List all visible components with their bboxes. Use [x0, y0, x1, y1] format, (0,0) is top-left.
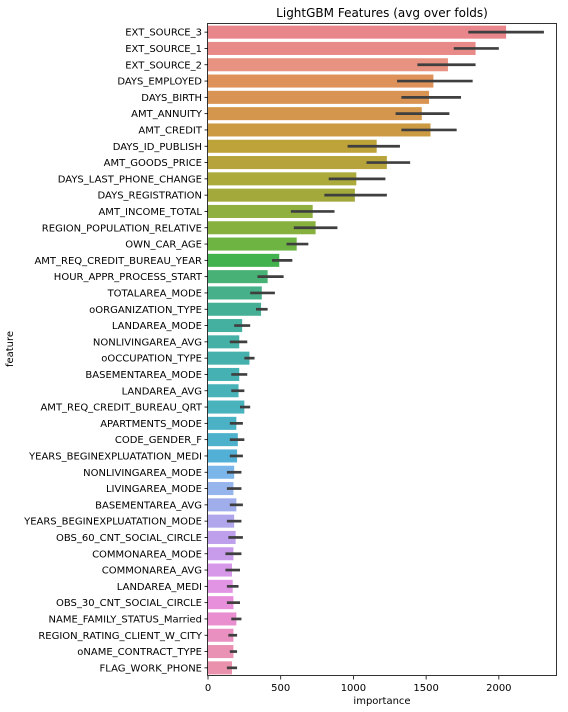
bar-days-id-publish	[208, 139, 377, 153]
bar-basementarea-avg	[208, 498, 237, 512]
bar-days-last-phone-change	[208, 172, 357, 186]
bar-ext-source-1	[208, 41, 476, 55]
error-bars-group	[225, 30, 544, 670]
bar-obs-60-cnt-social-circle	[208, 530, 236, 544]
bar-nonlivingarea-avg	[208, 335, 240, 349]
bar-obs-30-cnt-social-circle	[208, 596, 234, 610]
y-tick-label: oORGANIZATION_TYPE	[89, 305, 202, 316]
bar-amt-annuity	[208, 107, 422, 121]
y-tick-label: COMMONAREA_MODE	[92, 549, 202, 560]
y-tick-label: LANDAREA_AVG	[122, 386, 202, 397]
y-tick-label: OBS_60_CNT_SOCIAL_CIRCLE	[56, 533, 202, 544]
bar-days-employed	[208, 74, 434, 88]
bar-amt-req-credit-bureau-year	[208, 253, 280, 267]
y-tick-label: DAYS_BIRTH	[141, 93, 202, 104]
y-tick-label: EXT_SOURCE_2	[125, 60, 202, 71]
bar-landarea-mode	[208, 319, 243, 333]
bar-region-population-relative	[208, 221, 316, 235]
y-tick-label: CODE_GENDER_F	[115, 435, 202, 446]
bar-oname-contract-type	[208, 645, 234, 659]
bar-ext-source-2	[208, 58, 448, 72]
bar-years-beginexpluatation-mode	[208, 514, 235, 528]
y-tick-label: LANDAREA_MEDI	[117, 582, 202, 593]
bar-amt-req-credit-bureau-qrt	[208, 400, 245, 414]
bar-ooccupation-type	[208, 351, 250, 365]
y-tick-label: AMT_REQ_CREDIT_BUREAU_YEAR	[34, 256, 202, 267]
y-tick-label: AMT_CREDIT	[138, 125, 202, 136]
y-tick-label: oOCCUPATION_TYPE	[101, 354, 202, 365]
y-tick-label: YEARS_BEGINEXPLUATATION_MEDI	[28, 451, 202, 462]
bar-own-car-age	[208, 237, 297, 251]
x-tick-label: 500	[271, 683, 290, 694]
y-tick-label: REGION_POPULATION_RELATIVE	[42, 223, 202, 234]
y-tick-label: COMMONAREA_AVG	[102, 566, 202, 577]
chart-title: LightGBM Features (avg over folds)	[276, 6, 488, 20]
y-tick-label: OWN_CAR_AGE	[125, 240, 202, 251]
bar-basementarea-mode	[208, 367, 240, 381]
bar-code-gender-f	[208, 433, 238, 447]
y-tick-label: EXT_SOURCE_1	[125, 44, 202, 55]
bar-hour-appr-process-start	[208, 270, 268, 284]
x-tick-label: 1000	[341, 683, 366, 694]
bar-amt-goods-price	[208, 156, 387, 170]
bar-commonarea-avg	[208, 563, 232, 577]
y-tick-label: DAYS_EMPLOYED	[117, 77, 202, 88]
bar-amt-credit	[208, 123, 431, 137]
y-tick-label: HOUR_APPR_PROCESS_START	[54, 272, 203, 283]
bar-amt-income-total	[208, 204, 313, 218]
x-tick-label: 2000	[486, 683, 511, 694]
y-tick-label: DAYS_ID_PUBLISH	[113, 142, 202, 153]
y-tick-label: TOTALAREA_MODE	[107, 288, 202, 299]
y-tick-label: APARTMENTS_MODE	[100, 419, 202, 430]
bar-days-registration	[208, 188, 355, 202]
y-tick-label: LIVINGAREA_MODE	[106, 484, 202, 495]
bar-name-family-status-married	[208, 612, 237, 626]
y-tick-label: AMT_GOODS_PRICE	[104, 158, 202, 169]
bar-flag-work-phone	[208, 661, 232, 675]
y-tick-label: LANDAREA_MODE	[112, 321, 202, 332]
y-axis: EXT_SOURCE_3 EXT_SOURCE_1 EXT_SOURCE_2 DAYS…	[23, 28, 208, 674]
bar-oorganization-type	[208, 302, 262, 316]
y-axis-label: feature	[5, 331, 16, 367]
bars-group	[208, 25, 507, 675]
bar-nonlivingarea-mode	[208, 465, 235, 479]
y-tick-label: BASEMENTAREA_MODE	[85, 370, 202, 381]
bar-days-birth	[208, 90, 430, 104]
bar-commonarea-mode	[208, 547, 234, 561]
y-tick-label: AMT_REQ_CREDIT_BUREAU_QRT	[40, 403, 202, 414]
y-tick-label: AMT_ANNUITY	[131, 109, 203, 120]
x-axis-label: importance	[353, 696, 410, 707]
y-tick-label: FLAG_WORK_PHONE	[100, 663, 202, 674]
y-tick-label: NONLIVINGAREA_AVG	[93, 337, 202, 348]
bar-region-rating-client-w-city	[208, 628, 234, 642]
y-tick-label: AMT_INCOME_TOTAL	[98, 207, 202, 218]
bar-ext-source-3	[208, 25, 507, 39]
y-tick-label: NAME_FAMILY_STATUS_Married	[49, 614, 202, 625]
x-tick-label: 1500	[413, 683, 438, 694]
bar-years-beginexpluatation-medi	[208, 449, 238, 463]
y-tick-label: oNAME_CONTRACT_TYPE	[77, 647, 202, 658]
y-tick-label: OBS_30_CNT_SOCIAL_CIRCLE	[56, 598, 202, 609]
x-axis: 0 500 1000 1500 2000	[205, 676, 512, 694]
y-tick-label: DAYS_REGISTRATION	[98, 191, 202, 202]
y-tick-label: DAYS_LAST_PHONE_CHANGE	[58, 174, 202, 185]
bar-landarea-avg	[208, 384, 239, 398]
bar-apartments-mode	[208, 416, 237, 430]
y-tick-label: BASEMENTAREA_AVG	[95, 500, 202, 511]
y-tick-label: NONLIVINGAREA_MODE	[83, 468, 202, 479]
y-tick-label: REGION_RATING_CLIENT_W_CITY	[38, 631, 203, 642]
y-tick-label: YEARS_BEGINEXPLUATATION_MODE	[23, 517, 202, 528]
plot-frame	[207, 23, 557, 676]
bar-totalarea-mode	[208, 286, 262, 300]
bar-livingarea-mode	[208, 482, 234, 496]
bar-landarea-medi	[208, 579, 233, 593]
x-tick-label: 0	[205, 683, 211, 694]
y-tick-label: EXT_SOURCE_3	[125, 28, 202, 39]
